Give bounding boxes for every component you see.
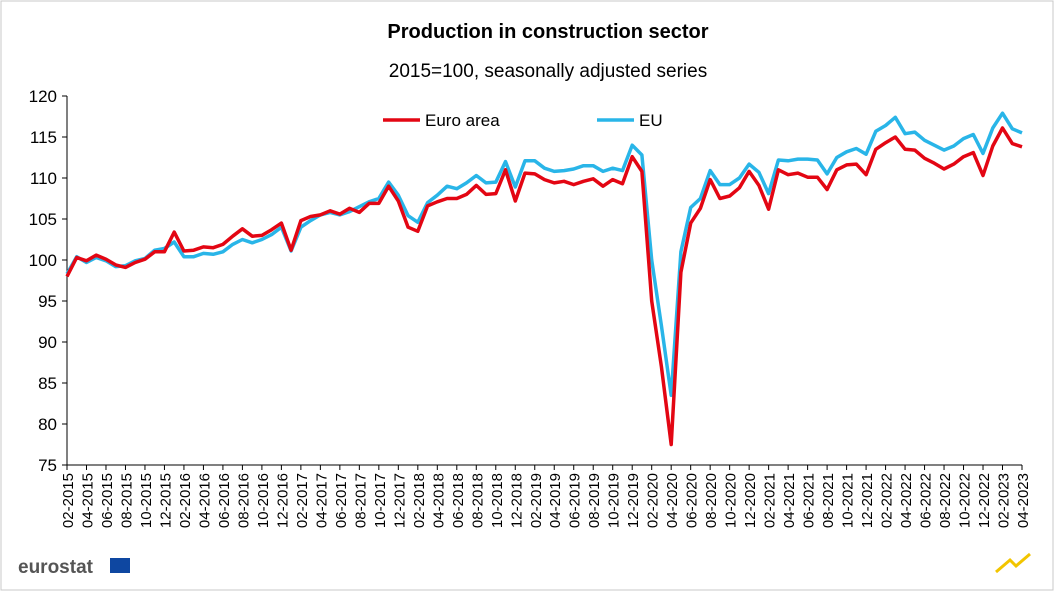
x-tick-label: 10-2020 xyxy=(723,473,740,528)
line-series xyxy=(65,126,1023,447)
x-tick-label: 04-2015 xyxy=(79,473,96,528)
x-tick-label: 04-2019 xyxy=(547,473,564,528)
y-tick-label: 115 xyxy=(30,128,57,147)
line-series xyxy=(65,111,1023,398)
y-tick-label: 80 xyxy=(38,415,57,434)
x-tick-label: 08-2016 xyxy=(235,473,252,528)
x-tick-label: 06-2022 xyxy=(918,473,935,528)
x-tick-label: 02-2015 xyxy=(60,473,77,528)
x-tick-label: 08-2019 xyxy=(586,473,603,528)
legend-label: Euro area xyxy=(425,111,500,130)
y-tick-label: 85 xyxy=(38,374,57,393)
x-tick-label: 10-2016 xyxy=(255,473,272,528)
x-tick-label: 04-2022 xyxy=(898,473,915,528)
x-tick-label: 04-2017 xyxy=(313,473,330,528)
chart-title: Production in construction sector xyxy=(387,21,708,43)
x-tick-label: 12-2022 xyxy=(976,473,993,528)
x-tick-label: 02-2019 xyxy=(528,473,545,528)
x-tick-label: 04-2023 xyxy=(1015,473,1032,528)
x-tick-label: 04-2021 xyxy=(781,473,798,528)
x-tick-label: 12-2021 xyxy=(859,473,876,528)
y-tick-label: 75 xyxy=(38,456,57,475)
x-tick-label: 10-2019 xyxy=(606,473,623,528)
x-tick-label: 12-2017 xyxy=(391,473,408,528)
x-tick-label: 06-2021 xyxy=(801,473,818,528)
logo-text: eurostat xyxy=(18,557,94,578)
x-tick-label: 10-2021 xyxy=(840,473,857,528)
x-tick-label: 10-2022 xyxy=(957,473,974,528)
y-tick-label: 120 xyxy=(29,87,57,106)
x-tick-label: 12-2018 xyxy=(508,473,525,528)
x-tick-label: 02-2018 xyxy=(411,473,428,528)
x-tick-label: 08-2015 xyxy=(118,473,135,528)
x-tick-label: 12-2016 xyxy=(274,473,291,528)
x-tick-label: 06-2016 xyxy=(216,473,233,528)
x-tick-label: 12-2015 xyxy=(157,473,174,528)
x-tick-label: 12-2019 xyxy=(625,473,642,528)
x-tick-label: 02-2023 xyxy=(996,473,1013,528)
x-tick-label: 08-2020 xyxy=(703,473,720,528)
x-tick-label: 02-2021 xyxy=(762,473,779,528)
x-tick-label: 02-2016 xyxy=(177,473,194,528)
x-tick-label: 02-2020 xyxy=(645,473,662,528)
x-tick-label: 10-2015 xyxy=(138,473,155,528)
y-tick-label: 95 xyxy=(38,292,57,311)
x-tick-label: 04-2018 xyxy=(430,473,447,528)
logo-corner xyxy=(995,552,1031,574)
y-tick-label: 110 xyxy=(30,169,57,188)
x-tick-label: 06-2017 xyxy=(333,473,350,528)
x-tick-label: 08-2021 xyxy=(820,473,837,528)
x-tick-label: 10-2017 xyxy=(372,473,389,528)
chart-subtitle: 2015=100, seasonally adjusted series xyxy=(389,61,707,82)
x-tick-label: 04-2020 xyxy=(664,473,681,528)
x-tick-label: 10-2018 xyxy=(489,473,506,528)
x-tick-label: 08-2022 xyxy=(937,473,954,528)
x-tick-label: 08-2018 xyxy=(469,473,486,528)
legend-label: EU xyxy=(639,111,663,130)
x-tick-label: 08-2017 xyxy=(352,473,369,528)
x-tick-label: 06-2018 xyxy=(450,473,467,528)
x-tick-label: 06-2020 xyxy=(684,473,701,528)
x-tick-label: 12-2020 xyxy=(742,473,759,528)
logo-flag xyxy=(110,558,130,573)
y-tick-label: 105 xyxy=(29,210,57,229)
x-tick-label: 02-2022 xyxy=(879,473,896,528)
y-tick-label: 90 xyxy=(38,333,57,352)
x-tick-label: 02-2017 xyxy=(294,473,311,528)
y-tick-label: 100 xyxy=(29,251,57,270)
x-tick-label: 04-2016 xyxy=(196,473,213,528)
x-tick-label: 06-2019 xyxy=(567,473,584,528)
x-tick-label: 06-2015 xyxy=(99,473,116,528)
